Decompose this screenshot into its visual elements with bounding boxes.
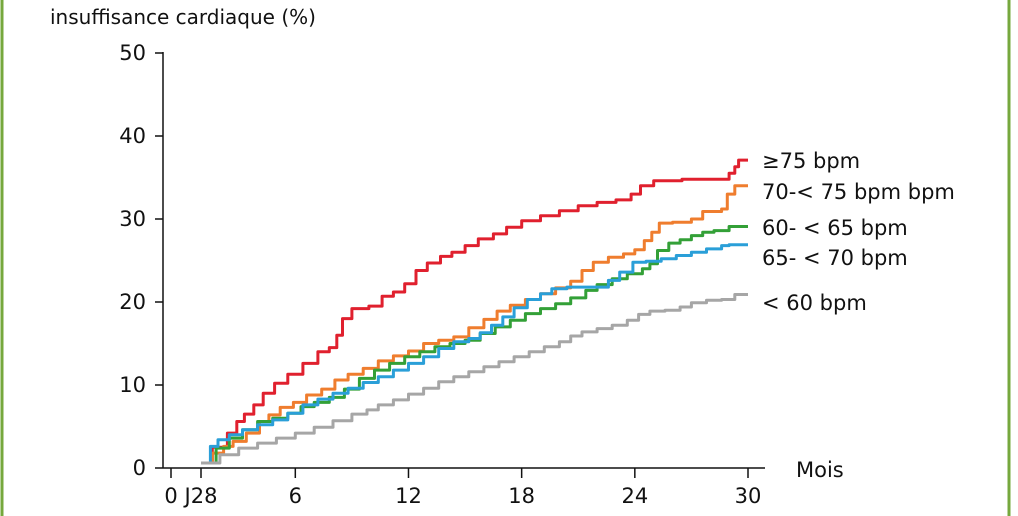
series-line [201,293,748,465]
legend: ≥75 bpm 70-< 75 bpm bpm 60- < 65 bpm 65- < … [762,149,955,315]
legend-label: 70-< 75 bpm bpm [762,180,955,204]
legend-label: < 60 bpm [762,291,867,315]
y-axis-title: insuffisance cardiaque (%) [50,5,316,29]
x-tick-label: J28 [183,484,218,508]
x-tick-label: 30 [735,484,762,508]
x-axis-title: Mois [796,458,844,482]
y-axis-ticks: 0 10 20 30 40 50 [119,41,163,480]
x-axis-ticks: 0 J28 6 12 18 24 30 [164,468,761,508]
legend-label: 60- < 65 bpm [762,216,908,240]
series-lines [201,158,748,465]
y-tick-label: 40 [119,124,146,148]
legend-label: ≥75 bpm [762,149,860,173]
series-line [201,243,748,465]
y-tick-label: 50 [119,41,146,65]
y-tick-label: 20 [119,290,146,314]
series-line [201,184,748,465]
x-tick-label: 6 [289,484,302,508]
series-line [201,225,748,465]
legend-label: 65- < 70 bpm [762,246,908,270]
x-tick-label: 12 [395,484,422,508]
y-tick-label: 0 [133,456,146,480]
y-tick-label: 30 [119,207,146,231]
x-tick-label: 0 [164,484,177,508]
x-tick-label: 18 [508,484,535,508]
x-tick-label: 24 [621,484,648,508]
series-line [201,158,748,465]
y-tick-label: 10 [119,373,146,397]
